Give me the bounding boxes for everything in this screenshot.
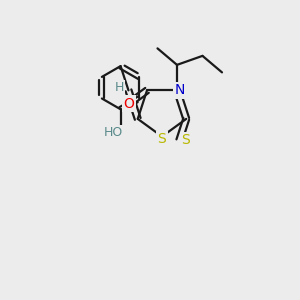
Text: O: O bbox=[123, 97, 134, 111]
Text: HO: HO bbox=[103, 126, 123, 139]
Text: N: N bbox=[174, 83, 184, 98]
Text: H: H bbox=[115, 81, 124, 94]
Text: S: S bbox=[182, 133, 190, 147]
Text: S: S bbox=[158, 132, 166, 146]
